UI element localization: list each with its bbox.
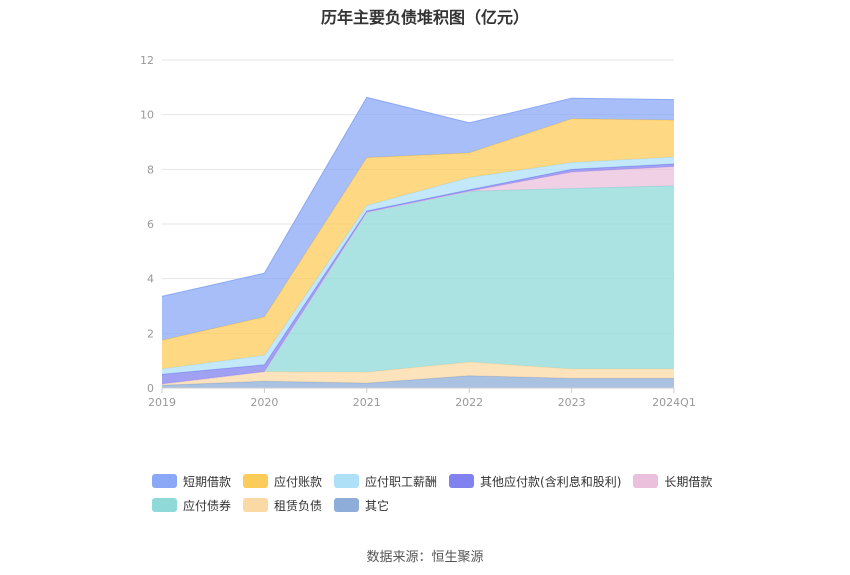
legend-item[interactable]: 租赁负债	[243, 497, 322, 514]
legend-swatch	[152, 498, 177, 512]
x-tick-label: 2024Q1	[652, 396, 696, 409]
axis-layer: 0 2 4 6 8 10 12 2019 2020 2021 2022 2023 2024Q1	[140, 54, 696, 409]
legend-label: 应付职工薪酬	[365, 474, 438, 489]
legend-label: 租赁负债	[274, 498, 323, 513]
legend-item[interactable]: 应付债券	[152, 497, 231, 514]
x-tick-label: 2020	[250, 396, 278, 409]
legend-swatch	[243, 498, 269, 512]
x-tick-label: 2019	[148, 396, 176, 409]
legend-label: 其它	[365, 498, 390, 513]
legend: 短期借款 应付账款 应付职工薪酬 其他应付款(含利息和股利) 长期借款 应付债券 租赁负债…	[152, 472, 722, 520]
y-tick-label: 4	[147, 273, 154, 286]
area-series-5	[162, 157, 674, 375]
legend-item[interactable]: 其他应付款(含利息和股利)	[449, 473, 621, 490]
legend-item[interactable]: 其它	[334, 497, 389, 514]
x-tick-label: 2023	[558, 396, 586, 409]
legend-row: 短期借款 应付账款 应付职工薪酬 其他应付款(含利息和股利) 长期借款	[152, 472, 722, 490]
legend-swatch	[449, 474, 475, 488]
legend-label: 短期借款	[183, 474, 232, 489]
legend-swatch	[243, 474, 269, 488]
source-note: 数据来源：恒生聚源	[366, 550, 484, 565]
legend-label: 应付债券	[183, 498, 232, 513]
y-tick-label: 0	[147, 382, 154, 395]
legend-label: 长期借款	[664, 474, 713, 489]
legend-swatch	[633, 474, 659, 488]
legend-item[interactable]: 短期借款	[152, 473, 231, 490]
legend-swatch	[152, 474, 177, 488]
legend-row: 应付债券 租赁负债 其它	[152, 496, 722, 514]
y-tick-label: 6	[147, 218, 154, 231]
x-tick-label: 2022	[455, 396, 483, 409]
legend-label: 其他应付款(含利息和股利)	[480, 474, 622, 489]
y-tick-label: 8	[147, 163, 154, 176]
legend-item[interactable]: 应付账款	[243, 473, 322, 490]
area-series-4	[162, 163, 674, 384]
legend-swatch	[334, 474, 360, 488]
area-series-6	[162, 118, 674, 369]
legend-swatch	[334, 498, 360, 512]
area-series-1	[162, 362, 674, 386]
y-tick-label: 10	[140, 109, 154, 122]
area-layer	[161, 96, 675, 388]
x-tick-label: 2021	[353, 396, 381, 409]
y-tick-label: 12	[140, 54, 154, 67]
area-series-2	[162, 185, 674, 384]
area-series-7	[162, 97, 674, 341]
series-line-7	[161, 96, 675, 297]
chart-title: 历年主要负债堆积图（亿元）	[320, 8, 529, 27]
legend-item[interactable]: 应付职工薪酬	[334, 473, 437, 490]
legend-label: 应付账款	[274, 474, 323, 489]
area-series-0	[162, 375, 674, 388]
legend-item[interactable]: 长期借款	[633, 473, 712, 490]
y-tick-label: 2	[147, 327, 154, 340]
